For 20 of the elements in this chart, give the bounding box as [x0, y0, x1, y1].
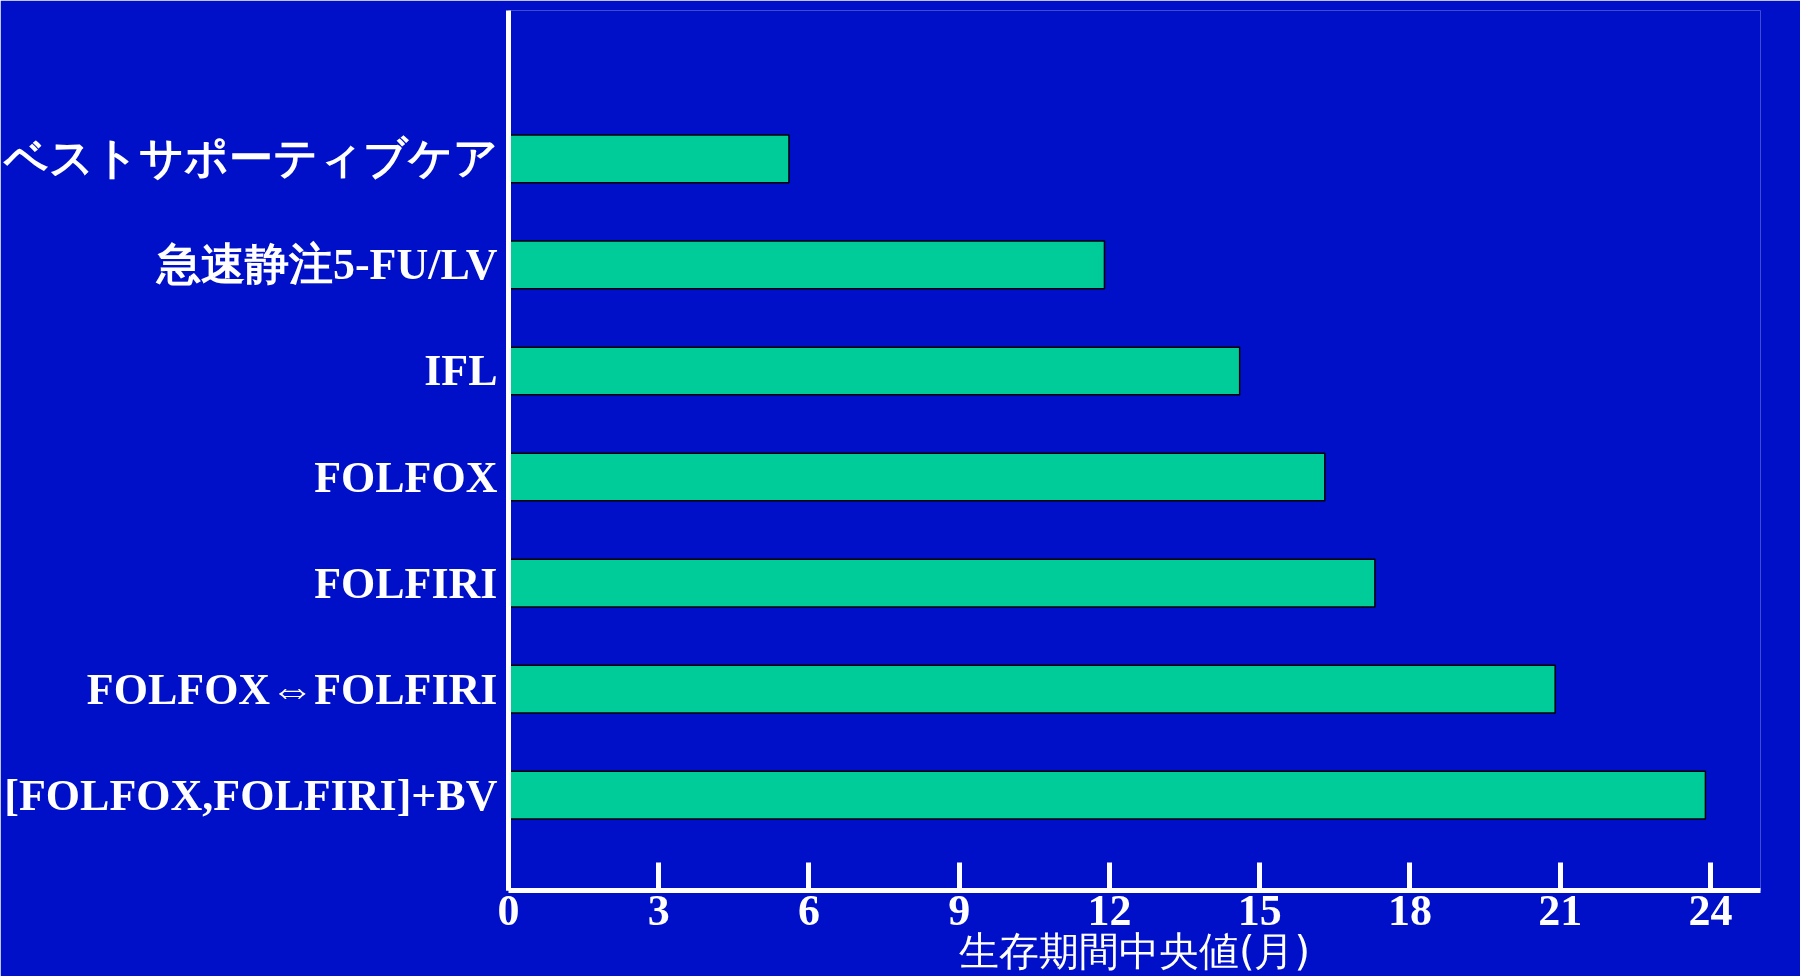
- bar: [508, 558, 1376, 608]
- bar: [508, 240, 1106, 290]
- y-tick-label: [FOLFOX,FOLFIRI]+BV: [4, 770, 498, 820]
- x-tick-label: 24: [1688, 885, 1733, 935]
- bar: [508, 770, 1707, 820]
- x-tick-label: 0: [497, 885, 520, 935]
- x-tick-label: 21: [1538, 885, 1583, 935]
- y-tick-label: FOLFOX⇔FOLFIRI: [86, 664, 498, 714]
- bar: [508, 134, 790, 184]
- bar: [508, 664, 1556, 714]
- x-tick-label: 18: [1387, 885, 1432, 935]
- y-tick-label: 急速静注5-FU/LV: [154, 240, 498, 290]
- y-tick-label: IFL: [424, 346, 498, 396]
- y-tick-label: FOLFIRI: [314, 558, 498, 608]
- bar: [508, 346, 1241, 396]
- y-tick-label: FOLFOX: [314, 452, 498, 502]
- y-tick-label: ベストサポーティブケア: [2, 134, 498, 184]
- x-tick-label: 3: [647, 885, 670, 935]
- bar: [508, 452, 1326, 502]
- x-tick-label: 6: [797, 885, 820, 935]
